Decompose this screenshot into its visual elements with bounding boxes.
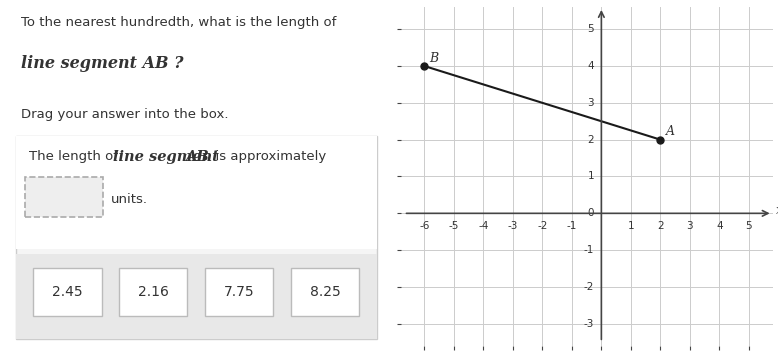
Text: 8.25: 8.25	[310, 285, 341, 299]
Text: B: B	[429, 52, 439, 65]
Text: units.: units.	[110, 193, 148, 206]
Text: 4: 4	[587, 61, 594, 71]
Text: 3: 3	[687, 221, 693, 232]
FancyBboxPatch shape	[16, 136, 377, 249]
Text: 3: 3	[587, 98, 594, 108]
Text: -6: -6	[419, 221, 429, 232]
Text: -1: -1	[584, 245, 594, 255]
Text: 4: 4	[716, 221, 723, 232]
Text: -3: -3	[584, 319, 594, 329]
Text: 2.45: 2.45	[52, 285, 82, 299]
Text: 7.75: 7.75	[224, 285, 254, 299]
FancyBboxPatch shape	[16, 254, 377, 339]
Text: The length of: The length of	[29, 150, 127, 163]
FancyBboxPatch shape	[292, 268, 359, 316]
FancyBboxPatch shape	[33, 268, 101, 316]
Text: -5: -5	[449, 221, 459, 232]
Text: 2: 2	[587, 134, 594, 145]
Text: -2: -2	[584, 282, 594, 292]
Text: -4: -4	[478, 221, 489, 232]
Text: 2: 2	[657, 221, 664, 232]
FancyBboxPatch shape	[205, 268, 274, 316]
Text: -1: -1	[566, 221, 577, 232]
Text: -3: -3	[507, 221, 518, 232]
Text: 2.16: 2.16	[138, 285, 169, 299]
Text: line segment AB ?: line segment AB ?	[21, 55, 184, 72]
Text: AB: AB	[184, 150, 209, 164]
Text: 1: 1	[587, 172, 594, 181]
Text: To the nearest hundredth, what is the length of: To the nearest hundredth, what is the le…	[21, 16, 337, 29]
FancyBboxPatch shape	[25, 176, 103, 217]
Text: A: A	[666, 125, 675, 138]
Text: 1: 1	[628, 221, 634, 232]
Text: 0: 0	[587, 208, 594, 219]
Text: 5: 5	[745, 221, 752, 232]
Text: line segment: line segment	[113, 150, 224, 164]
Text: -2: -2	[537, 221, 548, 232]
Text: Drag your answer into the box.: Drag your answer into the box.	[21, 108, 229, 121]
Text: 5: 5	[587, 24, 594, 34]
Text: x: x	[776, 204, 778, 217]
Text: is approximately: is approximately	[207, 150, 327, 163]
FancyBboxPatch shape	[120, 268, 187, 316]
FancyBboxPatch shape	[16, 136, 377, 339]
